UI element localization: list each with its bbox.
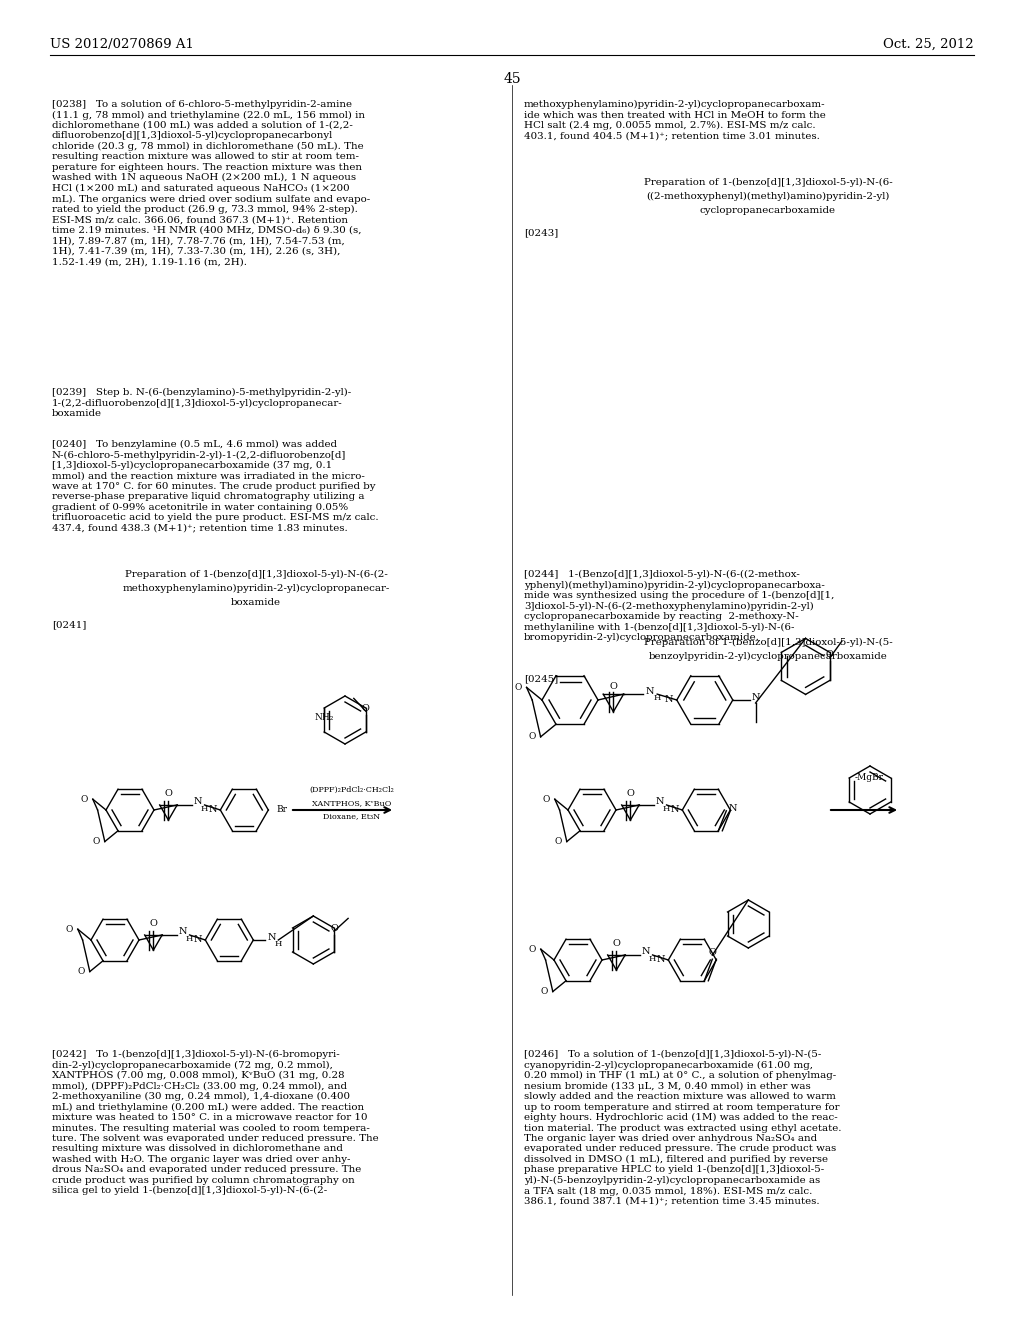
Text: O: O <box>543 795 550 804</box>
Text: N: N <box>194 936 202 945</box>
Text: O: O <box>709 948 716 957</box>
Text: [0242]   To 1-(benzo[d][1,3]dioxol-5-yl)-N-(6-bromopyri-
din-2-yl)cyclopropaneca: [0242] To 1-(benzo[d][1,3]dioxol-5-yl)-N… <box>52 1049 379 1195</box>
Text: N: N <box>208 805 217 814</box>
Text: H: H <box>274 940 282 948</box>
Text: XANTPHOS, KᵛBuO: XANTPHOS, KᵛBuO <box>312 799 392 807</box>
Text: O: O <box>554 837 562 846</box>
Text: ((2-methoxyphenyl)(methyl)amino)pyridin-2-yl): ((2-methoxyphenyl)(methyl)amino)pyridin-… <box>646 191 890 201</box>
Text: N: N <box>194 797 202 807</box>
Text: US 2012/0270869 A1: US 2012/0270869 A1 <box>50 38 194 51</box>
Text: O: O <box>361 704 370 713</box>
Text: O: O <box>330 924 338 933</box>
Text: O: O <box>78 968 85 975</box>
Text: [0239]   Step b. N-(6-(benzylamino)-5-methylpyridin-2-yl)-
1-(2,2-difluorobenzo[: [0239] Step b. N-(6-(benzylamino)-5-meth… <box>52 388 351 418</box>
Text: O: O <box>541 987 548 997</box>
Text: Preparation of 1-(benzo[d][1,3]dioxol-5-yl)-N-(6-(2-: Preparation of 1-(benzo[d][1,3]dioxol-5-… <box>125 570 387 579</box>
Text: Dioxane, Et₃N: Dioxane, Et₃N <box>324 812 381 820</box>
Text: cyclopropanecarboxamide: cyclopropanecarboxamide <box>700 206 836 215</box>
Text: O: O <box>826 651 834 659</box>
Text: N: N <box>641 948 650 957</box>
Text: O: O <box>612 940 621 948</box>
Text: O: O <box>528 733 536 742</box>
Text: N: N <box>178 928 186 936</box>
Text: Br: Br <box>276 805 288 814</box>
Text: H: H <box>649 954 656 964</box>
Text: Preparation of 1-(benzo[d][1,3]dioxol-5-yl)-N-(5-: Preparation of 1-(benzo[d][1,3]dioxol-5-… <box>644 638 892 647</box>
Text: [0243]: [0243] <box>524 228 558 238</box>
Text: O: O <box>609 681 617 690</box>
Text: [0238]   To a solution of 6-chloro-5-methylpyridin-2-amine
(11.1 g, 78 mmol) and: [0238] To a solution of 6-chloro-5-methy… <box>52 100 371 267</box>
Text: [0241]: [0241] <box>52 620 86 630</box>
Text: N: N <box>670 805 679 814</box>
Text: N: N <box>752 693 760 701</box>
Text: O: O <box>92 837 99 846</box>
Text: O: O <box>150 919 158 928</box>
Text: methoxyphenylamino)pyridin-2-yl)cyclopropanecar-: methoxyphenylamino)pyridin-2-yl)cyclopro… <box>122 583 390 593</box>
Text: [0245]: [0245] <box>524 675 558 682</box>
Text: 45: 45 <box>503 73 521 86</box>
Text: N: N <box>728 804 736 813</box>
Text: N: N <box>655 797 664 807</box>
Text: N: N <box>646 686 654 696</box>
Text: [0240]   To benzylamine (0.5 mL, 4.6 mmol) was added
N-(6-chloro-5-methylpyridin: [0240] To benzylamine (0.5 mL, 4.6 mmol)… <box>52 440 379 533</box>
Text: N: N <box>665 696 673 705</box>
Text: O: O <box>66 925 73 933</box>
Text: benzoylpyridin-2-yl)cyclopropanecarboxamide: benzoylpyridin-2-yl)cyclopropanecarboxam… <box>648 652 888 661</box>
Text: NH₂: NH₂ <box>314 714 334 722</box>
Text: O: O <box>528 945 536 953</box>
Text: H: H <box>185 935 194 942</box>
Text: methoxyphenylamino)pyridin-2-yl)cyclopropanecarboxam-
ide which was then treated: methoxyphenylamino)pyridin-2-yl)cyclopro… <box>524 100 825 140</box>
Text: O: O <box>627 789 634 799</box>
Text: N: N <box>656 956 665 965</box>
Text: H: H <box>653 694 660 702</box>
Text: [0246]   To a solution of 1-(benzo[d][1,3]dioxol-5-yl)-N-(5-
cyanopyridin-2-yl)c: [0246] To a solution of 1-(benzo[d][1,3]… <box>524 1049 842 1206</box>
Text: Oct. 25, 2012: Oct. 25, 2012 <box>884 38 974 51</box>
Text: H: H <box>663 805 671 813</box>
Text: N: N <box>267 932 275 941</box>
Text: (DPPF)₂PdCl₂·CH₂Cl₂: (DPPF)₂PdCl₂·CH₂Cl₂ <box>309 785 394 795</box>
Text: boxamide: boxamide <box>231 598 281 607</box>
Text: O: O <box>514 682 521 692</box>
Text: Preparation of 1-(benzo[d][1,3]dioxol-5-yl)-N-(6-: Preparation of 1-(benzo[d][1,3]dioxol-5-… <box>644 178 892 187</box>
Text: H: H <box>201 805 208 813</box>
Text: -MgBr: -MgBr <box>854 774 884 783</box>
Text: [0244]   1-(Benzo[d][1,3]dioxol-5-yl)-N-(6-((2-methox-
yphenyl)(methyl)amino)pyr: [0244] 1-(Benzo[d][1,3]dioxol-5-yl)-N-(6… <box>524 570 835 643</box>
Text: O: O <box>165 789 172 799</box>
Text: O: O <box>81 795 88 804</box>
